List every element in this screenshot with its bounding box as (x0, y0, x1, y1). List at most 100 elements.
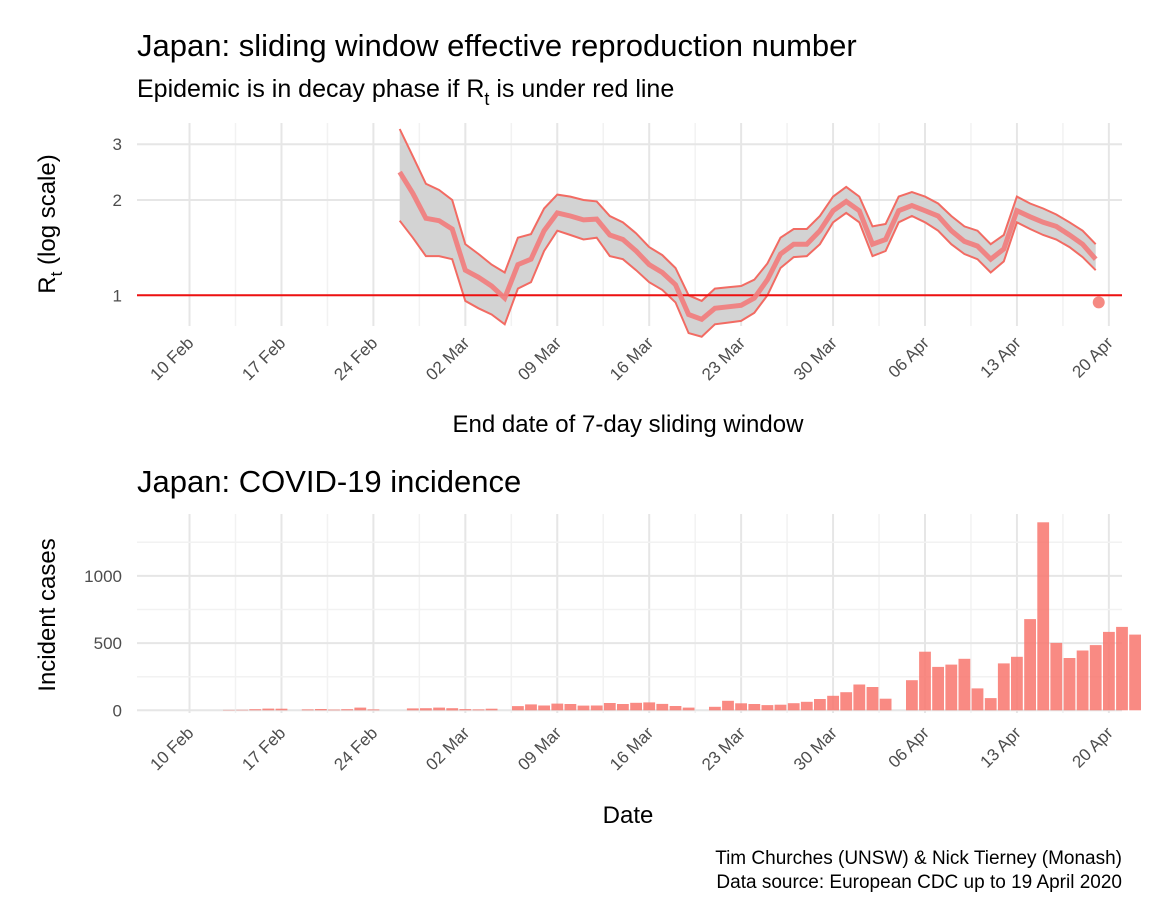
incidence-bars (223, 522, 1141, 711)
rt-x-tick-label: 10 Feb (146, 333, 197, 384)
rt-x-tick-label: 30 Mar (790, 333, 841, 384)
incidence-bar (774, 704, 787, 711)
incidence-bar (919, 651, 931, 711)
rt-chart-title: Japan: sliding window effective reproduc… (137, 28, 857, 63)
incidence-x-tick-label: 06 Apr (885, 723, 933, 771)
incidence-bar (446, 708, 459, 711)
rt-chart: Japan: sliding window effective reproduc… (34, 28, 1122, 438)
rt-x-tick-label: 13 Apr (977, 333, 1025, 381)
incidence-bar (328, 709, 340, 711)
rt-x-tick-label: 09 Mar (514, 333, 565, 384)
incidence-chart-title: Japan: COVID-19 incidence (137, 464, 521, 499)
incidence-bar (275, 708, 288, 711)
incidence-bar (459, 709, 472, 711)
rt-x-ticks: 10 Feb 17 Feb 24 Feb 02 Mar 09 Mar 16 Mar 23 M… (146, 333, 1116, 384)
incidence-bar (262, 708, 275, 711)
incidence-x-tick-label: 30 Mar (790, 723, 841, 774)
incidence-bar (406, 708, 419, 711)
incidence-bar (906, 680, 918, 711)
incidence-bar (866, 687, 879, 711)
incidence-x-ticks: 10 Feb 17 Feb 24 Feb 02 Mar 09 Mar 16 Mar 23 M… (146, 723, 1116, 774)
rt-ci-band (399, 129, 1096, 337)
incidence-bar (1011, 656, 1023, 711)
incidence-x-axis-title: Date (603, 802, 654, 829)
incidence-bar (971, 688, 984, 711)
incidence-bar (787, 703, 800, 711)
incidence-x-tick-label: 09 Mar (514, 723, 565, 774)
incidence-bar (1024, 619, 1036, 711)
rt-confidence-band (399, 129, 1096, 337)
rt-x-tick-label: 16 Mar (606, 333, 657, 384)
incidence-bar (512, 706, 524, 711)
rt-x-tick-label: 02 Mar (422, 333, 473, 384)
incidence-grid (137, 514, 1122, 713)
rt-estimate-line (397, 170, 1098, 323)
caption-line-2: Data source: European CDC up to 19 April… (716, 872, 1122, 893)
incidence-bar (603, 703, 616, 711)
rt-x-tick-label: 20 Apr (1069, 333, 1117, 381)
incidence-bar (840, 692, 853, 711)
incidence-x-tick-label: 13 Apr (977, 723, 1025, 771)
incidence-bar (853, 684, 866, 711)
incidence-bar (1037, 522, 1050, 711)
incidence-bar (800, 701, 813, 711)
rt-series (137, 128, 1122, 338)
incidence-bar (748, 704, 761, 711)
incidence-bar (997, 663, 1010, 711)
rt-upper-bound-line (398, 128, 1097, 303)
incidence-bar (420, 708, 432, 711)
incidence-bar (984, 698, 997, 711)
incidence-bar (236, 709, 248, 711)
incidence-y-tick-label: 500 (94, 634, 122, 653)
incidence-bar (472, 709, 485, 711)
incidence-bar (1063, 658, 1076, 711)
incidence-bar (551, 703, 564, 711)
incidence-y-tick-label: 1000 (84, 567, 122, 586)
incidence-y-ticks: 0 500 1000 (84, 567, 122, 720)
rt-y-axis-title: Rt (log scale) (34, 154, 66, 293)
incidence-bar (538, 705, 550, 711)
incidence-bar (656, 703, 669, 711)
incidence-bar (932, 666, 944, 711)
incidence-bar (1103, 631, 1115, 711)
incidence-bar (525, 704, 537, 711)
rt-y-tick-label: 3 (113, 135, 122, 154)
incidence-bar (643, 702, 656, 711)
incidence-bar (315, 709, 327, 711)
incidence-y-axis-title: Incident cases (34, 538, 61, 691)
incidence-x-tick-label: 17 Feb (238, 723, 289, 774)
incidence-bar (1076, 650, 1089, 711)
incidence-bar (367, 709, 380, 711)
rt-y-tick-label: 1 (113, 286, 122, 305)
incidence-bar (958, 658, 971, 711)
caption-line-1: Tim Churches (UNSW) & Nick Tierney (Mona… (715, 848, 1122, 869)
incidence-bar (735, 703, 747, 711)
incidence-bar (249, 709, 262, 711)
incidence-bar (682, 707, 695, 711)
incidence-bar (814, 699, 826, 711)
incidence-bar (354, 707, 367, 711)
incidence-bar (433, 707, 445, 711)
incidence-bar (630, 702, 642, 711)
rt-x-axis-title: End date of 7-day sliding window (453, 411, 805, 438)
incidence-bar (1050, 642, 1063, 711)
incidence-x-tick-label: 24 Feb (330, 723, 381, 774)
rt-chart-subtitle: Epidemic is in decay phase if Rt is unde… (137, 75, 674, 109)
incidence-bar (341, 709, 353, 711)
incidence-bar (301, 709, 314, 711)
incidence-bar (945, 664, 958, 711)
rt-x-tick-label: 24 Feb (330, 333, 381, 384)
incidence-bar (485, 708, 498, 711)
incidence-bar (577, 705, 590, 711)
rt-latest-point (1092, 296, 1105, 309)
rt-y-tick-label: 2 (113, 191, 122, 210)
incidence-bar (564, 704, 577, 711)
incidence-bar (1089, 645, 1102, 711)
incidence-bar (1116, 626, 1128, 711)
incidence-bar (722, 700, 734, 711)
incidence-bar (827, 695, 839, 711)
incidence-bar (669, 706, 682, 711)
incidence-x-tick-label: 02 Mar (422, 723, 473, 774)
incidence-bar (761, 705, 774, 711)
